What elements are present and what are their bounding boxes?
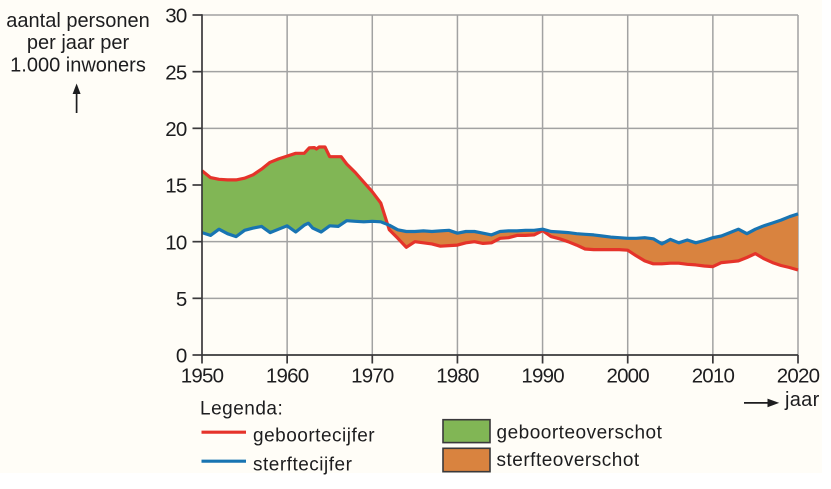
svg-text:0: 0 [176, 345, 187, 368]
svg-text:2010: 2010 [692, 364, 735, 387]
svg-text:Legenda:: Legenda: [200, 399, 283, 420]
svg-text:jaar: jaar [784, 389, 820, 411]
svg-text:geboorteoverschot: geboorteoverschot [497, 423, 663, 444]
svg-text:1970: 1970 [351, 364, 394, 387]
svg-text:per jaar per: per jaar per [27, 32, 130, 54]
svg-text:aantal personen: aantal personen [6, 10, 149, 32]
svg-text:sterfteoverschot: sterfteoverschot [497, 450, 640, 471]
svg-text:1950: 1950 [181, 364, 224, 387]
svg-text:1.000 inwoners: 1.000 inwoners [10, 55, 146, 77]
svg-text:10: 10 [165, 231, 187, 254]
svg-text:sterftecijfer: sterftecijfer [253, 454, 353, 475]
svg-text:1990: 1990 [521, 364, 564, 387]
svg-text:2000: 2000 [606, 364, 649, 387]
svg-text:30: 30 [165, 5, 187, 28]
svg-text:25: 25 [165, 61, 187, 84]
svg-text:5: 5 [176, 288, 187, 311]
svg-text:15: 15 [165, 175, 187, 198]
svg-text:20: 20 [165, 118, 187, 141]
svg-text:geboortecijfer: geboortecijfer [253, 425, 375, 446]
svg-text:1960: 1960 [266, 364, 309, 387]
svg-text:1980: 1980 [436, 364, 479, 387]
svg-text:2020: 2020 [777, 364, 820, 387]
